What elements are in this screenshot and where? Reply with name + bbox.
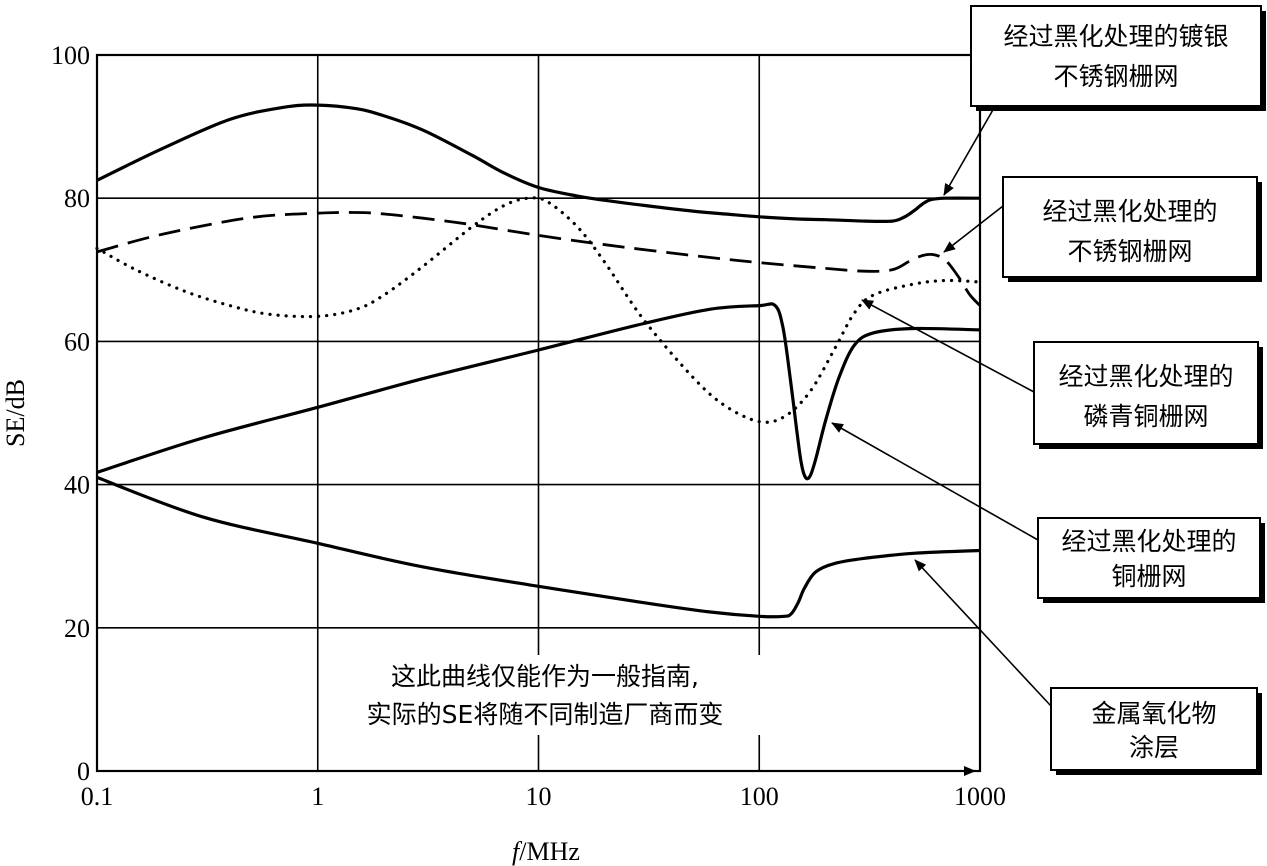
curves — [95, 103, 982, 619]
stainless-mesh-curve — [96, 211, 982, 307]
legend-box — [970, 5, 1262, 107]
legend-arrow — [831, 422, 1039, 541]
legend-label-line: 金属氧化物 — [1091, 699, 1216, 728]
legend-label-line: 磷青铜栅网 — [1083, 402, 1208, 431]
y-axis-label: SE/dB — [1, 379, 30, 447]
y-tick-label: 80 — [64, 184, 90, 213]
x-tick-label: 100 — [740, 782, 779, 811]
y-tick-label: 40 — [64, 471, 90, 500]
legend-box — [1050, 687, 1258, 771]
y-tick-label: 60 — [64, 327, 90, 356]
legend-label-line: 不锈钢栅网 — [1067, 237, 1192, 266]
legend-label-line: 涂层 — [1129, 733, 1179, 762]
legend-label-line: 经过黑化处理的 — [1042, 197, 1217, 226]
x-axis-label-italic: f — [512, 837, 523, 866]
legend-arrow — [914, 559, 1052, 707]
x-tick-label: 1 — [311, 782, 324, 811]
phosphor-bronze-mesh-curve — [95, 196, 982, 424]
note-line-1: 这此曲线仅能作为一般指南, — [391, 662, 699, 691]
x-axis-label: f/MHz — [512, 837, 580, 866]
x-tick-label: 10 — [526, 782, 552, 811]
note-line-2: 实际的SE将随不同制造厂商而变 — [367, 700, 724, 729]
legend-label-line: 铜栅网 — [1111, 562, 1186, 591]
legend-arrow — [943, 205, 1004, 253]
legend-callouts: 经过黑化处理的镀银不锈钢栅网经过黑化处理的不锈钢栅网经过黑化处理的磷青铜栅网经过… — [831, 5, 1266, 775]
legend-arrow — [943, 107, 995, 196]
note-background — [325, 655, 765, 735]
legend-label-line: 不锈钢栅网 — [1053, 62, 1178, 91]
legend-label-line: 经过黑化处理的 — [1058, 362, 1233, 391]
tick-labels: 0.1 1 10 100 1000 0 20 40 60 80 100 — [51, 41, 1006, 811]
copper-mesh-curve — [96, 302, 981, 481]
legend-box — [1037, 517, 1261, 599]
legend-box — [1002, 176, 1258, 278]
metal-oxide-coating-curve — [96, 475, 981, 619]
legend-arrow — [861, 299, 1035, 393]
y-tick-label: 100 — [51, 41, 90, 70]
y-tick-label: 0 — [77, 757, 90, 786]
legend-box — [1033, 341, 1259, 445]
grid-lines — [97, 55, 980, 771]
x-tick-label: 0.1 — [81, 782, 114, 811]
x-tick-label: 1000 — [954, 782, 1006, 811]
silver-plated-stainless-mesh-curve — [96, 103, 981, 224]
y-tick-label: 20 — [64, 614, 90, 643]
legend-label-line: 经过黑化处理的镀银 — [1003, 22, 1228, 51]
legend-label-line: 经过黑化处理的 — [1061, 527, 1236, 556]
x-axis-label-unit: /MHz — [519, 837, 580, 866]
plot-frame — [95, 53, 982, 773]
